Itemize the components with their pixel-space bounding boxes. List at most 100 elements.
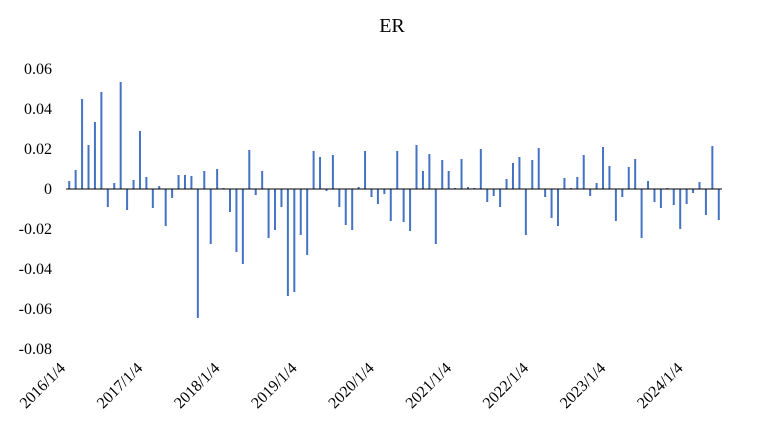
bar <box>126 189 129 210</box>
bar <box>396 151 399 189</box>
bar <box>235 189 238 252</box>
bar <box>557 189 559 226</box>
bar <box>229 189 231 212</box>
bar <box>338 189 341 207</box>
x-tick-label: 2016/1/4 <box>17 360 69 412</box>
bar <box>383 189 386 194</box>
bar <box>531 160 534 189</box>
bar <box>647 181 650 189</box>
bar <box>93 122 96 189</box>
y-axis-tick-labels: 0.06 0.04 0.02 0 -0.02 -0.04 -0.06 -0.08 <box>19 61 52 358</box>
bar <box>511 163 514 189</box>
bar <box>704 189 707 215</box>
bar <box>486 189 489 202</box>
bar <box>479 149 482 189</box>
bar <box>100 92 103 189</box>
bar <box>711 146 714 189</box>
bar <box>499 189 502 207</box>
bar <box>351 189 354 230</box>
y-tick-label: -0.06 <box>19 301 52 318</box>
bar <box>634 159 637 189</box>
bar <box>537 148 540 189</box>
bar <box>216 169 219 189</box>
x-axis-tick-labels: 2016/1/4 2017/1/4 2018/1/4 2019/1/4 2020/1/4… <box>17 360 687 412</box>
bar <box>151 189 154 208</box>
bar <box>267 189 270 238</box>
bar <box>325 189 328 191</box>
y-tick-label: 0.04 <box>24 101 52 118</box>
bar <box>447 171 450 189</box>
bar <box>119 82 122 189</box>
bar <box>357 187 360 189</box>
x-tick-label: 2018/1/4 <box>171 360 223 412</box>
bar <box>698 182 701 189</box>
bar <box>190 176 193 189</box>
bar <box>68 181 71 189</box>
bar <box>685 189 688 204</box>
bar <box>280 189 283 207</box>
x-tick-label: 2021/1/4 <box>403 360 455 412</box>
bar <box>158 186 161 189</box>
bar <box>402 189 405 222</box>
bar <box>132 180 135 189</box>
bar <box>717 189 720 220</box>
bar <box>177 175 180 189</box>
bar <box>254 189 257 195</box>
bar <box>640 189 643 238</box>
bar <box>441 160 444 189</box>
x-tick-label: 2017/1/4 <box>94 360 146 412</box>
y-tick-label: -0.04 <box>19 261 52 278</box>
bar <box>364 151 367 189</box>
y-tick-label: 0.02 <box>24 141 52 158</box>
bar <box>466 187 469 189</box>
bar <box>319 157 322 189</box>
bar <box>74 170 77 189</box>
bar <box>544 189 547 197</box>
bar <box>460 159 463 189</box>
bar <box>274 189 277 230</box>
bar <box>209 189 212 244</box>
chart-title: ER <box>379 15 405 37</box>
bar <box>306 189 309 255</box>
bar <box>505 179 508 189</box>
bar <box>428 154 431 189</box>
bar <box>421 171 424 189</box>
bar <box>312 151 315 189</box>
bar <box>171 189 174 198</box>
bar <box>595 183 598 189</box>
bar <box>589 189 592 196</box>
bar <box>692 189 695 193</box>
x-tick-label: 2024/1/4 <box>634 360 686 412</box>
bar <box>524 189 527 235</box>
y-tick-label: -0.08 <box>19 341 52 358</box>
bar <box>550 189 553 218</box>
bar <box>299 189 302 235</box>
bar-series <box>68 82 720 318</box>
bar <box>415 145 418 189</box>
bar <box>164 189 167 226</box>
bar <box>602 147 605 189</box>
y-tick-label: 0.06 <box>24 61 52 78</box>
bar <box>653 189 656 202</box>
bar <box>679 189 682 229</box>
bar <box>518 157 521 189</box>
bar <box>203 171 206 189</box>
bar <box>627 167 630 189</box>
bar <box>434 189 437 244</box>
bar <box>87 145 90 189</box>
bar <box>576 177 579 189</box>
bar <box>563 178 566 189</box>
bar <box>145 177 148 189</box>
bar <box>608 166 611 189</box>
bar <box>106 189 109 207</box>
bar <box>293 189 296 292</box>
bar <box>331 155 334 189</box>
bar <box>492 189 495 196</box>
x-tick-label: 2019/1/4 <box>248 360 300 412</box>
bar <box>370 189 373 197</box>
bar <box>81 99 84 189</box>
bar <box>286 189 289 296</box>
bar <box>241 189 244 264</box>
bar <box>183 175 186 189</box>
